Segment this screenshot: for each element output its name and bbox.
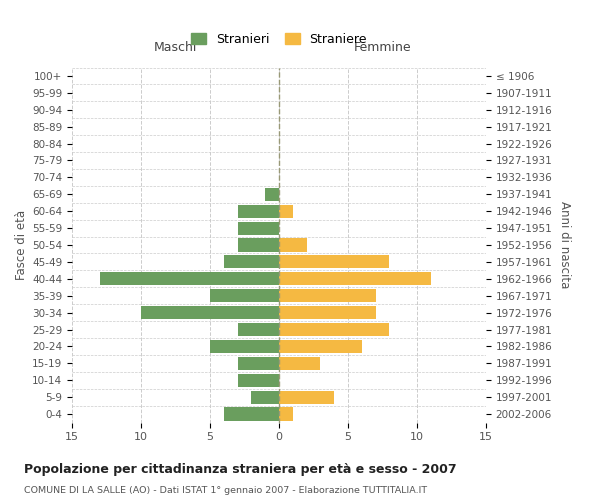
Bar	[279, 340, 362, 353]
Bar	[224, 256, 279, 268]
Bar	[279, 390, 334, 404]
Bar	[238, 323, 279, 336]
Bar	[238, 356, 279, 370]
Bar	[210, 340, 279, 353]
Bar	[279, 408, 293, 420]
Bar	[100, 272, 279, 285]
Bar	[224, 408, 279, 420]
Bar	[238, 204, 279, 218]
Bar	[279, 272, 431, 285]
Bar	[279, 256, 389, 268]
Bar	[279, 356, 320, 370]
Text: Popolazione per cittadinanza straniera per età e sesso - 2007: Popolazione per cittadinanza straniera p…	[24, 462, 457, 475]
Legend: Stranieri, Straniere: Stranieri, Straniere	[191, 33, 367, 46]
Y-axis label: Fasce di età: Fasce di età	[15, 210, 28, 280]
Bar	[210, 289, 279, 302]
Bar	[279, 238, 307, 252]
Bar	[279, 323, 389, 336]
Text: Femmine: Femmine	[353, 41, 412, 54]
Bar	[279, 289, 376, 302]
Bar	[238, 374, 279, 387]
Bar	[279, 306, 376, 319]
Y-axis label: Anni di nascita: Anni di nascita	[558, 202, 571, 288]
Bar	[279, 204, 293, 218]
Text: Maschi: Maschi	[154, 41, 197, 54]
Bar	[251, 390, 279, 404]
Bar	[238, 238, 279, 252]
Text: COMUNE DI LA SALLE (AO) - Dati ISTAT 1° gennaio 2007 - Elaborazione TUTTITALIA.I: COMUNE DI LA SALLE (AO) - Dati ISTAT 1° …	[24, 486, 427, 495]
Bar	[141, 306, 279, 319]
Bar	[238, 222, 279, 234]
Bar	[265, 188, 279, 201]
